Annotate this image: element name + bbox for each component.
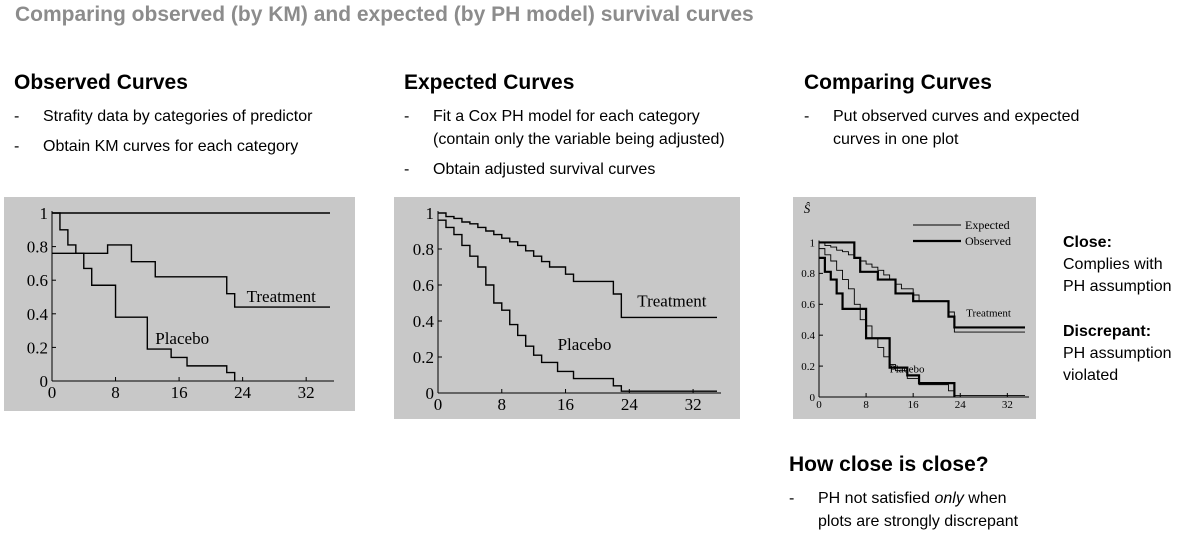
expected-ph-chart: 0 8 16 24 32 0 0.2 0.4 0.6 0.8 1 Treatment Placebo [413,204,721,414]
observed-km-plot: 0 8 16 24 32 0 0.2 0.4 0.6 0.8 1 Treatment Placebo [4,197,355,411]
observed-bullets: - Strafity data by categories of predicto… [14,105,374,165]
x-tick-label: 0 [48,383,57,402]
y-tick-label: 0.4 [27,305,49,324]
placebo-label: Placebo [558,335,612,354]
y-tick-label: 0.2 [413,348,434,367]
legend-label-expected: Expected [965,218,1010,232]
x-tick-label: 8 [863,399,869,411]
x-tick-label: 24 [955,399,967,411]
observed-bullet-1: - Strafity data by categories of predicto… [14,108,313,125]
y-tick-label: 0.2 [27,338,48,357]
how-close-bullets: - PH not satisfied only when plots are st… [789,487,1089,540]
observed-curve [819,256,956,397]
x-tick-label: 24 [621,395,639,414]
observed-km-chart: 0 8 16 24 32 0 0.2 0.4 0.6 0.8 1 Treatment Placebo [27,204,334,402]
y-tick-label: 0.4 [413,312,435,331]
expected-curves-heading: Expected Curves [404,71,575,94]
y-tick-label: 0.6 [801,299,815,311]
how-close-heading: How close is close? [789,453,989,476]
comparing-bullet-1: - Put observed curves and expected curves… [804,108,1080,148]
placebo-curve [52,212,236,381]
x-tick-label: 8 [498,395,507,414]
legend-label-observed: Observed [965,234,1011,248]
comparing-bullets: - Put observed curves and expected curves… [804,105,1144,158]
expected-curve [819,242,1025,333]
close-note: Close: Complies with PH assumption Discr… [1063,232,1172,387]
y-tick-label: 0.8 [801,268,815,280]
treatment-label: Treatment [966,308,1011,320]
discrepant-label: Discrepant: [1063,323,1152,340]
y-tick-label: 0 [40,372,49,391]
x-tick-label: 16 [557,395,574,414]
observed-curves-heading: Observed Curves [14,71,188,94]
treatment-label: Treatment [247,287,317,306]
x-tick-label: 16 [908,399,920,411]
x-tick-label: 0 [816,399,822,411]
y-tick-label: 0 [810,392,816,404]
y-tick-label: 1 [810,237,816,249]
y-tick-label: 0.6 [27,271,48,290]
y-tick-label: 0 [426,384,435,403]
slide-title: Comparing observed (by KM) and expected … [15,3,754,26]
close-label: Close: [1063,234,1112,251]
y-tick-label: 0.2 [801,361,815,373]
comparison-chart: 0 8 16 24 32 0 0.2 0.4 0.6 0.8 1 Treatment Placebo Ŝ E… [801,201,1029,411]
y-tick-label: 0.8 [27,238,48,257]
y-tick-label: 0.6 [413,276,434,295]
expected-ph-plot: 0 8 16 24 32 0 0.2 0.4 0.6 0.8 1 Treatment Placebo [394,197,740,419]
how-close-bullet: - PH not satisfied only when plots are st… [789,490,1019,530]
treatment-curve [438,212,717,319]
y-tick-label: 0.8 [413,240,434,259]
expected-bullets: - Fit a Cox PH model for each category (c… [404,105,784,188]
placebo-curve [438,219,717,392]
placebo-label: Placebo [890,363,925,375]
treatment-label: Treatment [637,292,707,311]
x-tick-label: 24 [234,383,252,402]
x-tick-label: 16 [171,383,188,402]
x-tick-label: 32 [685,395,702,414]
comparison-plot: 0 8 16 24 32 0 0.2 0.4 0.6 0.8 1 Treatment Placebo Ŝ E… [793,197,1036,419]
y-axis-label: Ŝ [804,201,811,216]
close-text: Complies with PH assumption [1063,256,1172,295]
comparing-curves-heading: Comparing Curves [804,71,992,94]
x-tick-label: 8 [111,383,120,402]
expected-bullet-1: - Fit a Cox PH model for each category (c… [404,108,725,148]
y-tick-label: 1 [40,204,49,223]
observed-curve [819,241,1025,329]
x-tick-label: 0 [434,395,443,414]
treatment-curve [52,244,330,308]
discrepant-text: PH assumption violated [1063,345,1172,384]
y-tick-label: 0.4 [801,330,815,342]
expected-bullet-2: - Obtain adjusted survival curves [404,161,656,178]
x-tick-label: 32 [298,383,315,402]
y-tick-label: 1 [426,204,435,223]
placebo-label: Placebo [155,329,209,348]
x-tick-label: 32 [1002,399,1013,411]
observed-bullet-2: - Obtain KM curves for each category [14,138,299,155]
